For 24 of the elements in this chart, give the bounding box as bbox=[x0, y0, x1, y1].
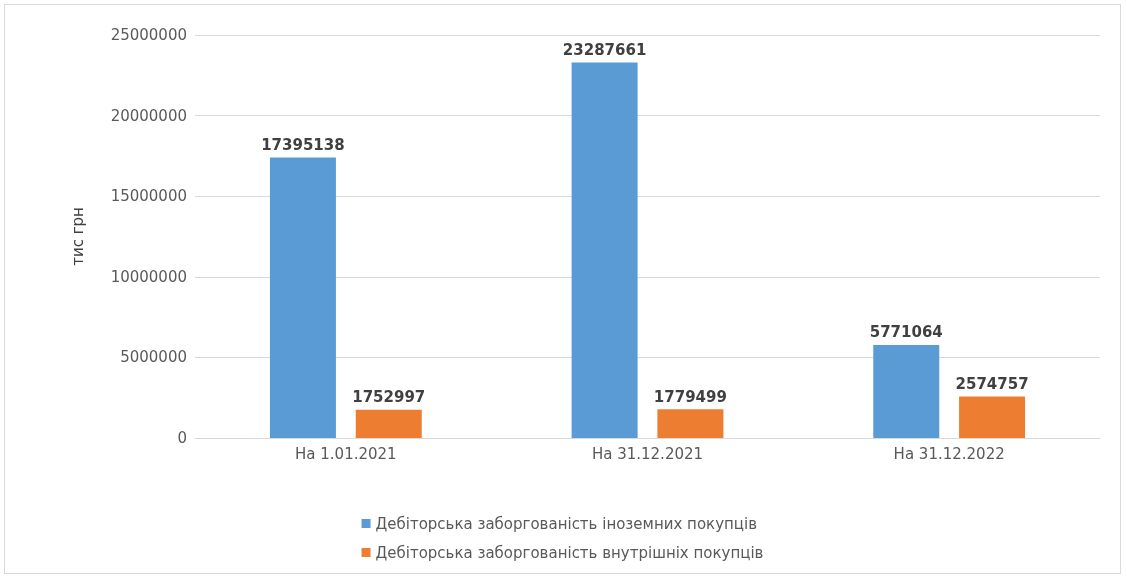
y-tick-label: 5000000 bbox=[120, 348, 187, 367]
y-axis-title: тис грн bbox=[68, 207, 87, 266]
y-tick-label: 10000000 bbox=[110, 267, 187, 286]
x-tick-label: На 1.01.2021 bbox=[295, 444, 397, 463]
bar bbox=[657, 409, 724, 438]
bar bbox=[355, 409, 422, 438]
data-label: 1752997 bbox=[352, 388, 426, 407]
y-tick-label: 25000000 bbox=[110, 26, 187, 44]
bar bbox=[571, 62, 638, 438]
data-label: 5771064 bbox=[869, 323, 943, 342]
legend-label: Дебіторська заборгованість внутрішніх покупців bbox=[375, 543, 764, 562]
legend-label: Дебіторська заборгованість іноземних покупців bbox=[375, 514, 758, 533]
data-label: 17395138 bbox=[261, 136, 345, 155]
y-tick-label: 15000000 bbox=[110, 187, 187, 206]
x-tick-label: На 31.12.2022 bbox=[893, 444, 1005, 463]
data-label: 1779499 bbox=[653, 387, 727, 406]
bar bbox=[269, 157, 336, 438]
y-tick-label: 0 bbox=[177, 429, 187, 447]
x-tick-label: На 31.12.2021 bbox=[591, 444, 704, 463]
bar bbox=[959, 396, 1026, 438]
data-label: 2574757 bbox=[955, 374, 1029, 393]
y-tick-label: 20000000 bbox=[110, 106, 187, 125]
data-label: 23287661 bbox=[562, 41, 647, 60]
bar bbox=[873, 344, 940, 438]
